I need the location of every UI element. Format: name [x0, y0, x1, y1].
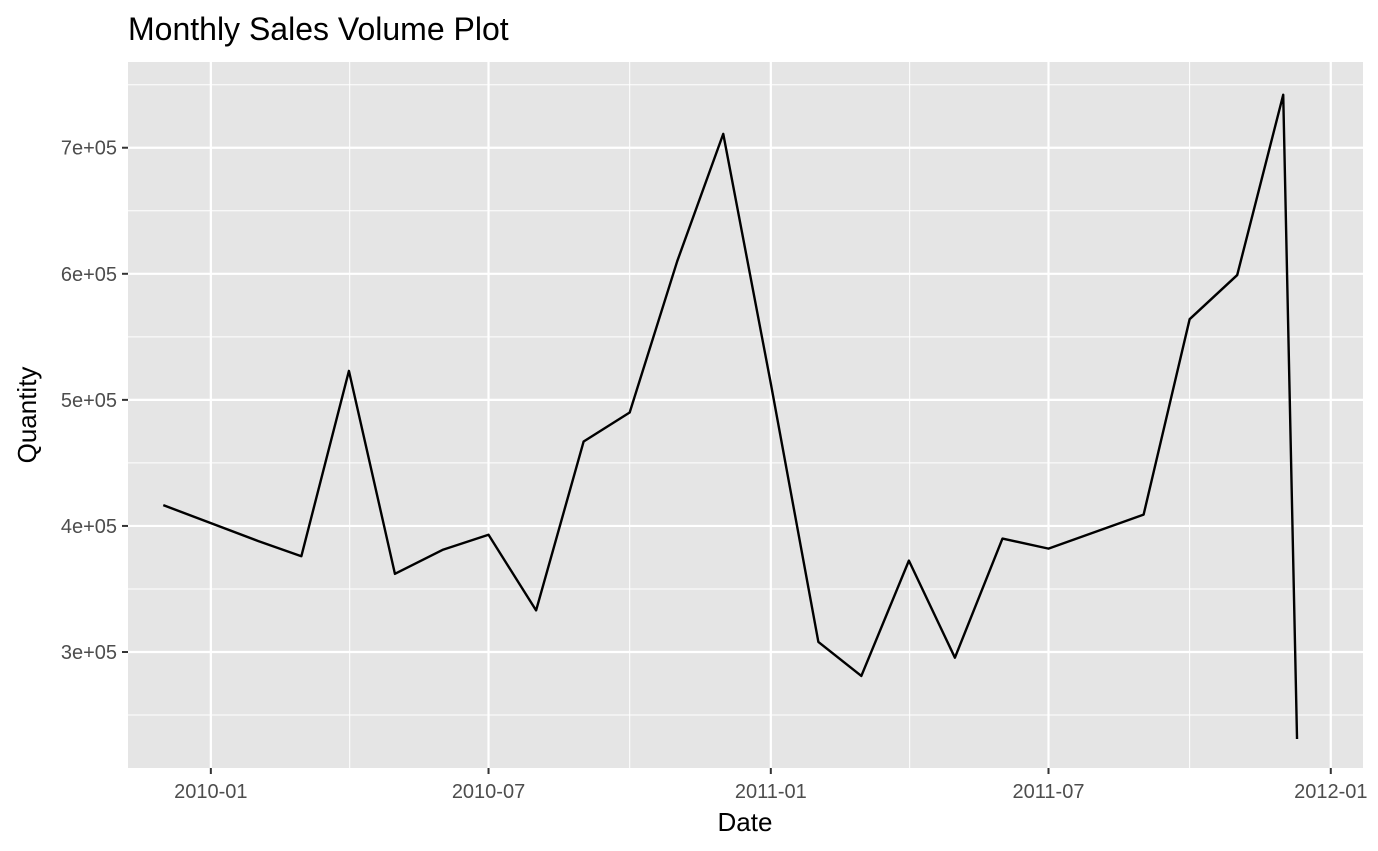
plot-panel	[128, 62, 1363, 768]
x-tick-label: 2011-07	[1013, 781, 1085, 803]
minor-gridlines	[128, 62, 1363, 768]
series-line	[162, 93, 1299, 740]
y-axis: 3e+05 4e+05 5e+05 6e+05 7e+05	[61, 138, 128, 664]
chart-title: Monthly Sales Volume Plot	[128, 11, 509, 47]
x-axis-title: Date	[718, 807, 773, 837]
y-tick-label: 3e+05	[61, 642, 117, 664]
y-tick-label: 6e+05	[61, 264, 117, 286]
major-gridlines	[128, 62, 1363, 768]
y-tick-label: 5e+05	[61, 390, 117, 412]
y-tick-label: 4e+05	[61, 516, 117, 538]
x-tick-label: 2010-07	[452, 781, 525, 803]
y-axis-title: Quantity	[12, 367, 42, 464]
series-layer	[162, 93, 1299, 740]
y-tick-label: 7e+05	[61, 138, 117, 160]
x-axis: 2010-01 2010-07 2011-01 2011-07 2012-01	[174, 768, 1367, 803]
x-tick-label: 2012-01	[1294, 781, 1367, 803]
x-tick-label: 2011-01	[735, 781, 807, 803]
x-tick-label: 2010-01	[174, 781, 247, 803]
